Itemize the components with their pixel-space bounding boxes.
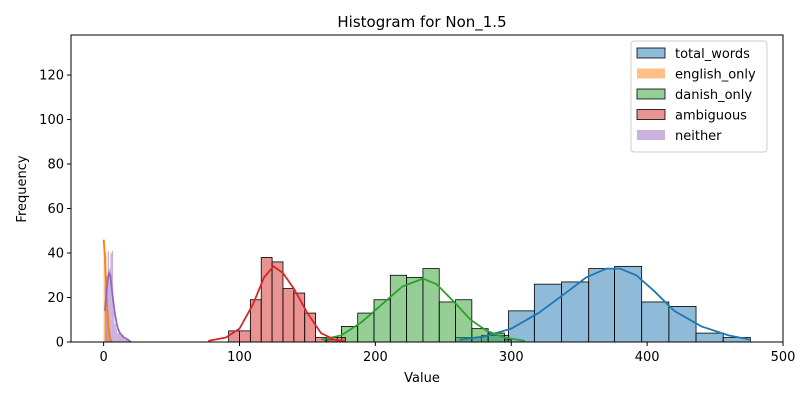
kde-line-total_words — [459, 267, 751, 341]
x-axis: 0 100 200 300 400 500 — [99, 342, 795, 365]
legend-swatch-ambiguous — [636, 109, 666, 120]
x-tick-label-400: 400 — [635, 350, 660, 365]
bar-neither-10 — [119, 335, 124, 342]
legend-label-danish_only: danish_only — [675, 88, 752, 103]
x-tick-label-300: 300 — [499, 350, 524, 365]
kde-line-english_only — [102, 239, 113, 343]
series-ambiguous — [228, 257, 346, 343]
axes-frame — [70, 34, 784, 343]
bar-ambiguous-4 — [271, 261, 284, 343]
legend-swatch-total_words — [636, 47, 666, 59]
y-tick-label-0: 0 — [56, 336, 64, 351]
bar-neither-6 — [113, 310, 115, 342]
kde-line-ambiguous — [208, 265, 346, 343]
y-tick-label-20: 20 — [47, 291, 64, 306]
y-tick-label-60: 60 — [47, 202, 64, 217]
bar-neither-4 — [110, 253, 112, 342]
bar-total_words-5 — [588, 268, 615, 343]
kde-line-neither — [104, 270, 132, 343]
bar-neither-11 — [123, 339, 130, 342]
bar-neither-7 — [114, 324, 116, 342]
x-tick-label-100: 100 — [227, 350, 252, 365]
legend-swatch-english_only — [637, 68, 665, 79]
legend-label-ambiguous: ambiguous — [675, 109, 747, 124]
y-tick-label-120: 120 — [39, 69, 64, 84]
y-tick-label-100: 100 — [39, 113, 64, 128]
bar-total_words-6 — [614, 265, 643, 343]
bar-neither-2 — [107, 250, 110, 342]
bar-danish_only-3 — [373, 299, 391, 343]
legend-label-english_only: english_only — [675, 68, 756, 83]
bar-neither-8 — [115, 328, 118, 342]
x-axis-label: Value — [404, 371, 440, 386]
kde-line-danish_only — [320, 277, 525, 342]
plot-area — [102, 239, 751, 343]
bar-ambiguous-1 — [239, 330, 251, 343]
bar-neither-0 — [104, 286, 107, 342]
bar-english_only-0 — [103, 239, 105, 342]
x-tick-label-500: 500 — [771, 350, 796, 365]
y-tick-label-40: 40 — [47, 247, 64, 262]
y-axis: 0 20 40 60 80 100 120 — [39, 69, 71, 351]
bar-ambiguous-6 — [293, 292, 306, 343]
y-tick-label-80: 80 — [47, 158, 64, 173]
bar-total_words-2 — [508, 310, 535, 343]
bar-total_words-9 — [695, 332, 724, 343]
bar-neither-3 — [109, 268, 111, 342]
chart-title: Histogram for Non_1.5 — [337, 13, 506, 32]
legend-swatch-danish_only — [636, 88, 666, 100]
bar-ambiguous-5 — [282, 288, 295, 343]
y-axis-label: Frequency — [15, 155, 30, 222]
bar-danish_only-5 — [406, 277, 424, 343]
bar-total_words-7 — [641, 301, 670, 343]
legend-label-total_words: total_words — [675, 47, 750, 62]
bar-total_words-8 — [668, 306, 697, 343]
x-tick-label-0: 0 — [99, 350, 107, 365]
legend-label-neither: neither — [675, 129, 722, 144]
series-total_words — [455, 265, 751, 343]
bar-danish_only-7 — [438, 301, 456, 343]
bar-neither-9 — [117, 333, 120, 342]
legend-swatch-neither — [637, 130, 665, 140]
x-tick-label-200: 200 — [363, 350, 388, 365]
legend: total_words english_only danish_onlyambigu… — [630, 40, 768, 153]
bar-total_words-4 — [561, 281, 590, 343]
